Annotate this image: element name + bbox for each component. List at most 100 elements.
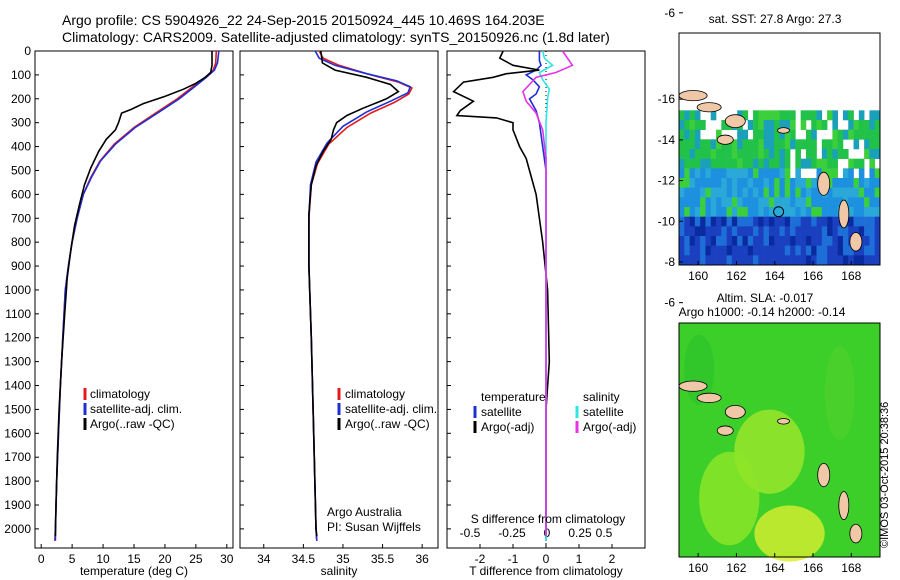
sst-cell [742,178,749,188]
sst-cell [774,178,780,188]
sst-cell [848,245,854,256]
sst-cell [779,226,786,237]
sst-cell [800,178,807,188]
sst-cell [742,245,749,256]
sst-cell [795,168,801,179]
sst-cell [779,139,786,150]
map-x-tick-label: 166 [803,269,823,283]
sst-cell [827,226,833,237]
sst-cell [816,197,823,208]
sst-cell [747,139,754,150]
sst-cell [737,129,743,140]
sst-cell [821,120,828,130]
sst-cell [816,255,823,266]
sst-cell [742,187,749,198]
sst-cell [790,139,796,150]
y-tick-label: 1100 [5,307,31,321]
sst-cell [747,236,754,246]
sst-cell [716,129,722,140]
sst-cell [784,245,791,256]
sst-cell [805,149,812,159]
sst-cell [800,187,807,198]
sst-cell [800,110,807,121]
sst-cell [853,255,860,266]
sst-cell [737,255,743,266]
sst-cell [710,245,717,256]
map-x-tick-label: 160 [688,269,708,283]
island-landmass [724,114,746,129]
sst-cell [684,129,690,140]
sst-cell [710,110,717,121]
sst-cell [679,245,685,256]
sst-cell [864,139,870,150]
sst-cell [716,187,722,198]
sst-cell [710,255,717,266]
sst-cell [689,129,696,140]
sst-cell [731,168,738,179]
sst-cell [710,197,717,208]
y-tick-label: 1000 [4,283,31,297]
sst-cell [679,197,685,208]
sst-cell [753,129,759,140]
sst-cell [864,236,870,246]
sst-cell [795,245,801,256]
island-landmass [678,90,708,102]
sst-cell [864,149,870,159]
sst-cell [742,197,749,208]
imos-timestamp: ©IMOS 03-Oct-2015 20:38:36 [879,401,891,548]
sst-cell [869,226,876,237]
sst-cell [832,168,838,179]
sst-cell [737,149,743,159]
sst-cell [731,139,738,150]
sst-cell [726,255,733,266]
sst-cell [684,245,690,256]
sst-cell [858,168,865,179]
sst-cell [848,168,854,179]
sst-cell [805,139,812,150]
sst-cell [853,120,860,130]
sst-cell [832,149,838,159]
sst-cell [726,226,733,237]
sst-cell [821,207,828,217]
sst-cell [858,245,865,256]
sst-cell [710,149,717,159]
sst-cell [763,178,770,188]
sst-cell [721,216,727,227]
sst-cell [710,187,717,198]
sst-cell [700,158,706,169]
sst-cell [837,139,844,150]
sst-cell [747,226,754,237]
sst-cell [858,158,865,169]
sst-cell [869,110,876,121]
sst-cell [679,149,685,159]
sst-cell [790,110,796,121]
sst-cell [811,197,817,208]
sst-cell [811,245,817,256]
series-line-argo-raw-qc- [308,50,400,537]
sst-cell [832,207,838,217]
sst-cell [853,158,860,169]
climatology-subtitle: Climatology: CARS2009. Satellite-adjuste… [62,29,610,45]
sst-cell [768,236,775,246]
sst-cell [795,178,801,188]
sst-cell [731,207,738,217]
sst-cell [864,226,870,237]
sst-cell [821,255,828,266]
sst-cell [753,158,759,169]
sst-cell [758,110,764,121]
sst-cell [700,149,706,159]
sst-cell [768,139,775,150]
sst-cell [763,129,770,140]
x-axis-label: temperature (deg C) [80,564,188,578]
sst-cell [710,207,717,217]
x-tick-label: 30 [220,552,234,566]
sst-cell [795,207,801,217]
sst-cell [869,236,876,246]
map-x-tick-label: 168 [841,561,861,575]
sst-cell [816,226,823,237]
sst-cell [700,226,706,237]
sst-cell [858,178,865,188]
sst-cell [842,168,849,179]
map-x-tick-label: 164 [765,269,785,283]
sst-cell [795,187,801,198]
